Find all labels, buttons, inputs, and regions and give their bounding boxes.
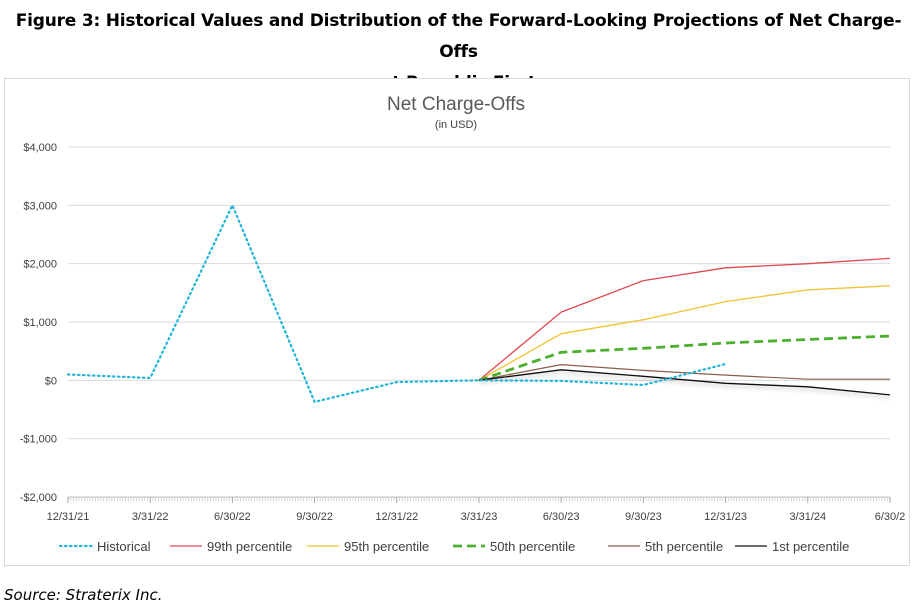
series-line-95th-percentile (478, 285, 891, 381)
x-tick-label: 3/31/22 (132, 511, 169, 523)
x-tick-label: 6/30/23 (543, 511, 580, 523)
y-tick-label: $4,000 (23, 142, 57, 154)
x-tick-label: 6/30/22 (214, 511, 251, 523)
chart-subtitle: (in USD) (435, 119, 477, 131)
legend-label: 5th percentile (645, 539, 723, 554)
x-tick-label: 3/31/24 (789, 511, 826, 523)
chart-title: Net Charge-Offs (387, 94, 525, 115)
x-tick-label: 12/31/23 (704, 511, 747, 523)
y-tick-label: -$1,000 (20, 434, 57, 446)
series-line-50th-percentile (478, 334, 891, 382)
source-note: Source: Straterix Inc. (4, 586, 163, 604)
x-tick-label: 12/31/21 (47, 511, 90, 523)
series-line-historical (66, 204, 727, 403)
y-tick-label: -$2,000 (20, 492, 57, 504)
x-tick-label: 6/30/2 (875, 511, 906, 523)
x-tick-label: 12/31/22 (375, 511, 418, 523)
series-line-5th-percentile (478, 364, 890, 381)
figure-title-line-1: Figure 3: Historical Values and Distribu… (15, 11, 902, 62)
x-tick-label: 3/31/23 (461, 511, 498, 523)
y-tick-label: $3,000 (23, 200, 57, 212)
legend-label: Historical (97, 539, 151, 554)
x-tick-label: 9/30/22 (296, 511, 333, 523)
y-tick-label: $0 (45, 375, 57, 387)
series-line-1st-percentile (478, 369, 891, 396)
legend-label: 50th percentile (490, 539, 575, 554)
x-tick-label: 9/30/23 (625, 511, 662, 523)
legend: Historical 99th percentile 95th percentile… (58, 539, 849, 554)
y-tick-label: $1,000 (23, 317, 57, 329)
y-tick-label: $2,000 (23, 259, 57, 271)
legend-label: 1st percentile (772, 539, 849, 554)
legend-label: 99th percentile (207, 539, 292, 554)
legend-label: 95th percentile (344, 539, 429, 554)
series-line-99th-percentile (478, 257, 891, 381)
